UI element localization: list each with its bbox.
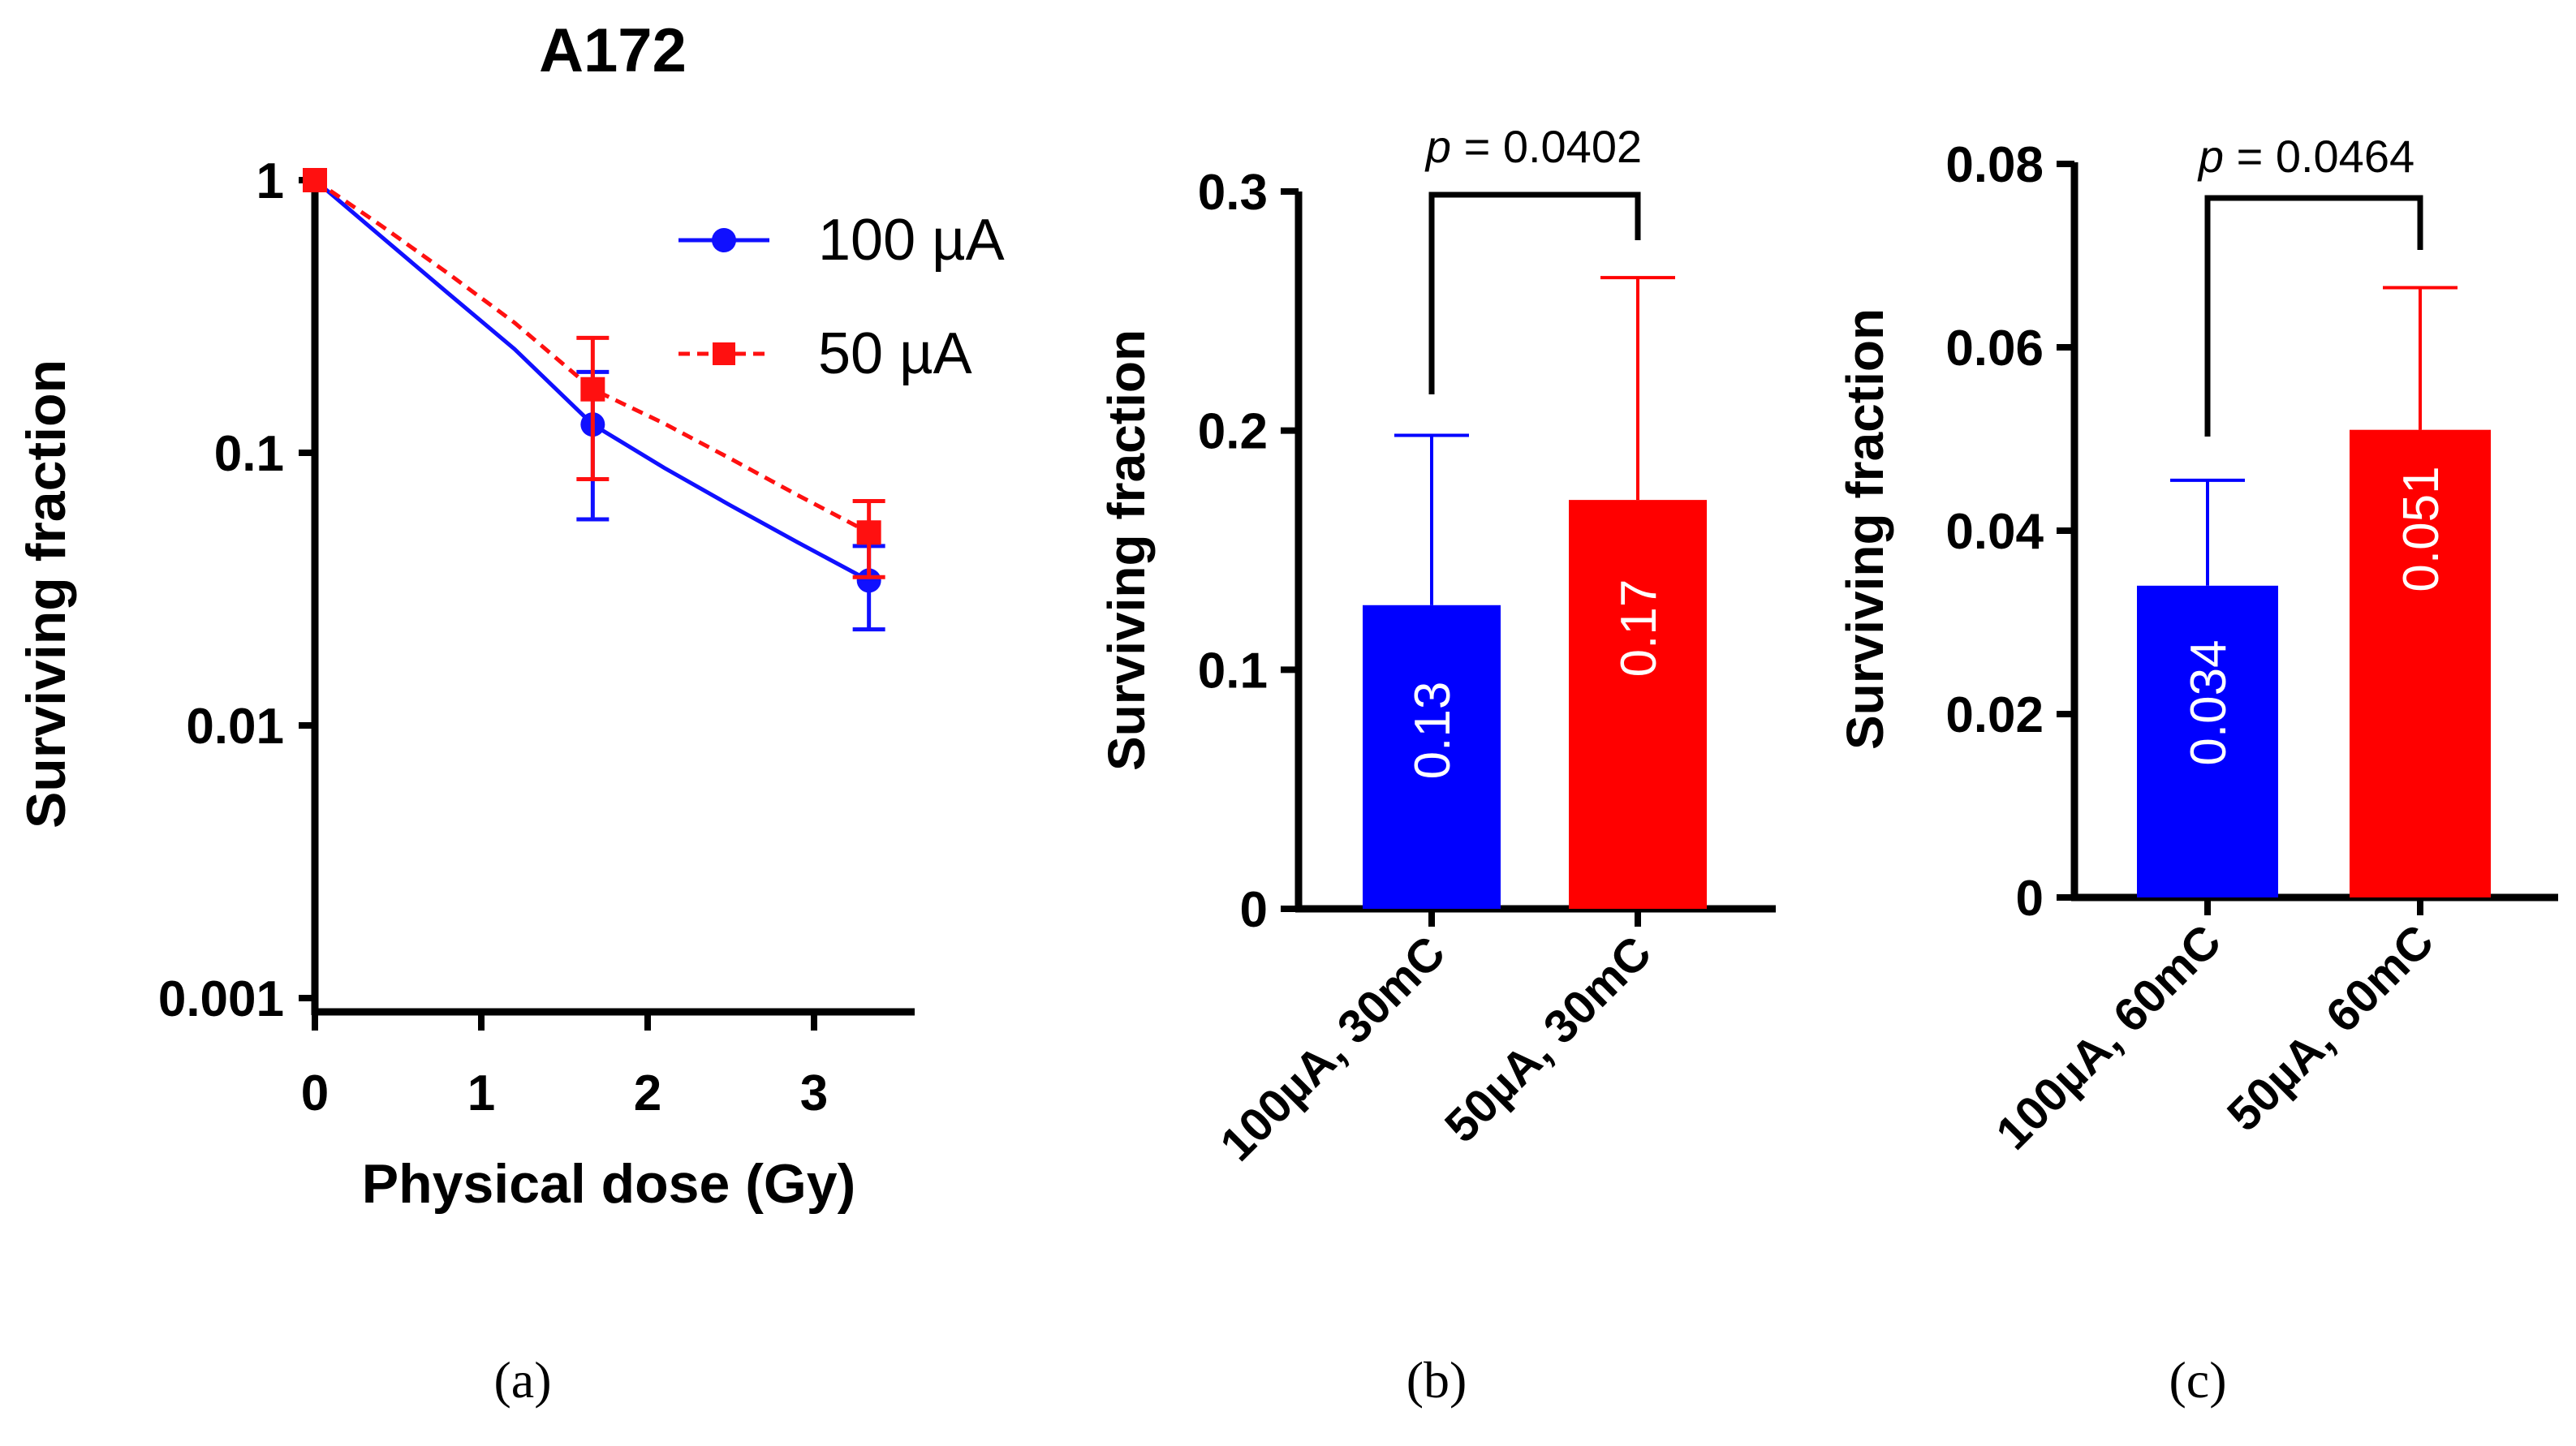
y-tick-label: 0 — [2016, 871, 2044, 927]
y-tick-label: 0.08 — [1945, 137, 2044, 193]
bar — [1363, 605, 1501, 909]
x-category-label: 100µA, 30mC — [1210, 926, 1455, 1171]
panel-b-bar-chart: Surviving fraction 0 0.1 0.2 0.3 0.13 0.17 1… — [1097, 121, 1776, 1171]
panel-a-y-axis-title: Surviving fraction — [15, 359, 77, 828]
x-tick-label: 3 — [800, 1065, 828, 1121]
bar-data-label: 0.051 — [2393, 466, 2449, 592]
data-point — [303, 168, 327, 192]
y-tick-label: 0.02 — [1945, 687, 2044, 743]
panel-b-p-value: p = 0.0402 — [1424, 121, 1642, 172]
caption-c: (c) — [2169, 1351, 2226, 1409]
panel-a-legend: 100 µA 50 µA — [678, 208, 1005, 386]
panel-b-significance-bracket: p = 0.0402 — [1424, 121, 1642, 394]
legend-50ua-label: 50 µA — [818, 321, 972, 386]
x-tick-label: 1 — [467, 1065, 495, 1121]
panel-c-bars: 0.034 0.051 — [2137, 286, 2491, 915]
bar-data-label: 0.17 — [1611, 579, 1667, 678]
y-tick-label: 0.01 — [186, 699, 284, 755]
y-tick-label: 0.04 — [1945, 504, 2044, 560]
panel-c-p-value: p = 0.0464 — [2197, 131, 2414, 182]
y-tick-label: 0.001 — [158, 971, 284, 1027]
panel-b-bracket-line — [1428, 192, 1641, 394]
x-category-label: 100µA, 60mC — [1986, 915, 2231, 1160]
x-category-label: 50µA, 60mC — [2217, 915, 2444, 1141]
panel-c-y-ticks: 0 0.02 0.04 0.06 0.08 — [1945, 137, 2074, 927]
panel-b-y-ticks: 0 0.1 0.2 0.3 — [1198, 165, 1299, 938]
panel-a-series — [303, 168, 885, 632]
data-point — [856, 520, 881, 545]
panel-c-bar-chart: Surviving fraction 0 0.02 0.04 0.06 0.08 0.0… — [1836, 131, 2558, 1160]
x-tick-label: 2 — [634, 1065, 661, 1121]
x-category-label: 50µA, 30mC — [1435, 926, 1661, 1152]
legend-50ua-marker — [713, 342, 735, 365]
panel-a-line-chart: A172 Surviving fraction Physical dose (G… — [15, 16, 1005, 1215]
y-tick-label: 0 — [1240, 882, 1268, 938]
bar-data-label: 0.13 — [1405, 682, 1461, 780]
panel-a-y-ticks: 1 0.1 0.01 0.001 — [158, 153, 315, 1027]
panel-c-y-axis-title: Surviving fraction — [1836, 308, 1894, 750]
legend-100ua-marker — [712, 228, 736, 252]
panel-c-significance-bracket: p = 0.0464 — [2197, 131, 2423, 437]
data-point — [580, 377, 605, 402]
caption-a: (a) — [493, 1351, 551, 1409]
y-tick-label: 1 — [256, 153, 284, 209]
bar — [2350, 429, 2491, 897]
data-point — [856, 568, 881, 593]
y-tick-label: 0.2 — [1198, 404, 1268, 460]
y-tick-label: 0.06 — [1945, 321, 2044, 377]
panel-b-y-axis-title: Surviving fraction — [1097, 329, 1156, 771]
y-tick-label: 0.1 — [1198, 643, 1268, 699]
y-tick-label: 0.1 — [214, 426, 284, 482]
x-tick-label: 0 — [301, 1065, 329, 1121]
bar — [2137, 585, 2278, 897]
panel-b-bars: 0.13 0.17 — [1363, 276, 1707, 927]
panel-a-x-ticks: 0 1 2 3 — [301, 1012, 828, 1121]
panel-a-x-axis-title: Physical dose (Gy) — [362, 1153, 855, 1215]
panel-a-title: A172 — [539, 16, 687, 85]
y-tick-label: 0.3 — [1198, 165, 1268, 221]
legend-100ua-label: 100 µA — [818, 208, 1005, 273]
panel-c-bracket-line — [2204, 195, 2423, 437]
bar — [1569, 500, 1707, 909]
bar-data-label: 0.034 — [2181, 639, 2237, 765]
caption-b: (b) — [1406, 1351, 1467, 1409]
